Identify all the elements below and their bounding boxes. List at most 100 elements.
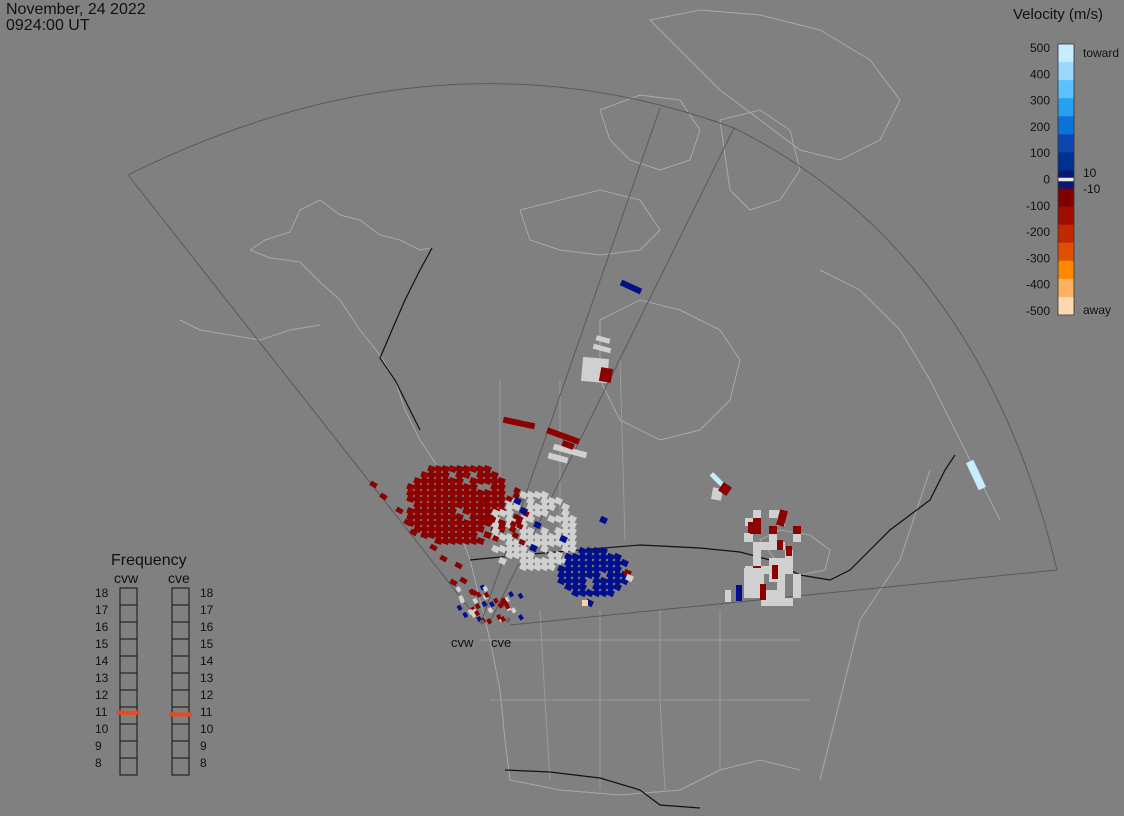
echo-cell bbox=[469, 500, 478, 510]
echo-cell bbox=[606, 552, 615, 562]
echo-cell bbox=[554, 556, 563, 566]
frequency-cell bbox=[171, 757, 190, 776]
echo-cell bbox=[434, 518, 443, 528]
echo-cell bbox=[513, 496, 522, 506]
echo-cell bbox=[441, 494, 450, 504]
echo-cell bbox=[753, 542, 761, 550]
echo-cell bbox=[793, 590, 801, 598]
echo-cell bbox=[777, 558, 785, 566]
echo-cell bbox=[533, 556, 542, 566]
echo-cell bbox=[585, 564, 594, 574]
frequency-cell bbox=[171, 740, 190, 759]
echo-cell bbox=[777, 582, 785, 590]
colorbar-tick-label: -300 bbox=[1026, 251, 1050, 265]
echo-cell bbox=[441, 482, 450, 492]
echo-cell bbox=[557, 576, 566, 586]
echo-cell bbox=[504, 603, 511, 610]
echo-cell bbox=[512, 544, 521, 554]
echo-cell bbox=[459, 597, 466, 604]
echo-cell bbox=[455, 524, 464, 534]
echo-cell bbox=[459, 576, 468, 585]
echo-cell bbox=[785, 598, 793, 606]
greenland bbox=[648, 9, 901, 161]
frequency-level-label: 9 bbox=[200, 739, 207, 753]
echo-cell bbox=[448, 482, 457, 492]
echo-cell bbox=[772, 565, 778, 579]
echo-cell bbox=[427, 530, 436, 540]
echo-cell bbox=[441, 512, 450, 522]
echo-cell bbox=[595, 335, 611, 344]
echo-cell bbox=[547, 514, 556, 524]
land-outlines bbox=[179, 9, 1001, 796]
echo-cell bbox=[519, 506, 528, 516]
echo-cell bbox=[606, 582, 615, 592]
frequency-cell bbox=[119, 757, 138, 776]
colorbar-tick-label: 100 bbox=[1030, 146, 1050, 160]
echo-cell bbox=[769, 558, 777, 566]
frequency-cell bbox=[171, 604, 190, 623]
echo-cell bbox=[599, 558, 608, 568]
echo-cell bbox=[434, 500, 443, 510]
echo-cell bbox=[533, 520, 542, 530]
echo-cell bbox=[491, 520, 500, 530]
colorbar-tick-label: -200 bbox=[1026, 225, 1050, 239]
frequency-level-label: 15 bbox=[200, 637, 214, 651]
echo-cell bbox=[519, 532, 528, 542]
echo-cell bbox=[448, 524, 457, 534]
frequency-level-label: 10 bbox=[200, 722, 214, 736]
frequency-cell bbox=[119, 604, 138, 623]
echo-cell bbox=[777, 566, 785, 574]
echo-cell bbox=[434, 530, 443, 540]
echo-cell bbox=[554, 496, 563, 506]
echo-cell bbox=[427, 488, 436, 498]
colorbar-segment bbox=[1058, 206, 1074, 226]
echo-cell bbox=[613, 576, 622, 586]
coastline-west bbox=[249, 249, 511, 781]
echo-cell bbox=[413, 488, 422, 498]
frequency-cell bbox=[171, 638, 190, 657]
echo-cell bbox=[564, 564, 573, 574]
echo-cell bbox=[490, 476, 499, 486]
frequency-level-label: 18 bbox=[95, 586, 109, 600]
echo-cell bbox=[513, 487, 521, 495]
echo-cell bbox=[482, 497, 490, 505]
echo-cell bbox=[547, 502, 556, 512]
echo-cell bbox=[582, 600, 588, 606]
echo-cell bbox=[786, 546, 792, 556]
echo-cell bbox=[592, 576, 601, 586]
echo-cell bbox=[578, 582, 587, 592]
echo-cell bbox=[540, 544, 549, 554]
colorbar-segment bbox=[1058, 62, 1074, 81]
echo-cell bbox=[462, 470, 471, 480]
echo-cell bbox=[476, 470, 485, 480]
echo-cell bbox=[483, 530, 492, 540]
frequency-boxes: 18 17 16 15 14 13 12 11 10 9 8 18 17 16 15 14 13 12 11 10 9 8 bbox=[95, 586, 214, 776]
frequency-cell bbox=[119, 723, 138, 742]
frequency-level-label: 8 bbox=[200, 756, 207, 770]
echo-cell bbox=[585, 558, 594, 568]
echo-cell bbox=[761, 566, 769, 574]
echo-cell bbox=[434, 512, 443, 522]
echo-cell bbox=[505, 508, 514, 518]
echo-cell bbox=[496, 613, 502, 621]
echo-cell bbox=[483, 488, 492, 498]
echo-cell bbox=[540, 532, 549, 542]
echo-cell bbox=[448, 530, 457, 540]
echo-cell bbox=[420, 488, 429, 498]
echo-cell bbox=[476, 464, 485, 474]
echo-cell bbox=[526, 562, 535, 572]
echo-cell bbox=[540, 556, 549, 566]
echo-cell bbox=[462, 488, 471, 498]
echo-cell bbox=[748, 522, 755, 534]
echo-cell bbox=[599, 515, 608, 525]
echo-cell bbox=[462, 524, 471, 534]
echo-cell bbox=[526, 556, 535, 566]
echo-cell bbox=[434, 482, 443, 492]
echo-cell bbox=[568, 544, 577, 554]
echo-cell bbox=[578, 570, 587, 580]
echo-cell bbox=[403, 518, 412, 527]
echo-cell bbox=[578, 588, 587, 598]
echo-cell bbox=[476, 506, 485, 516]
echo-cell bbox=[769, 534, 777, 542]
echo-cell bbox=[517, 592, 524, 600]
